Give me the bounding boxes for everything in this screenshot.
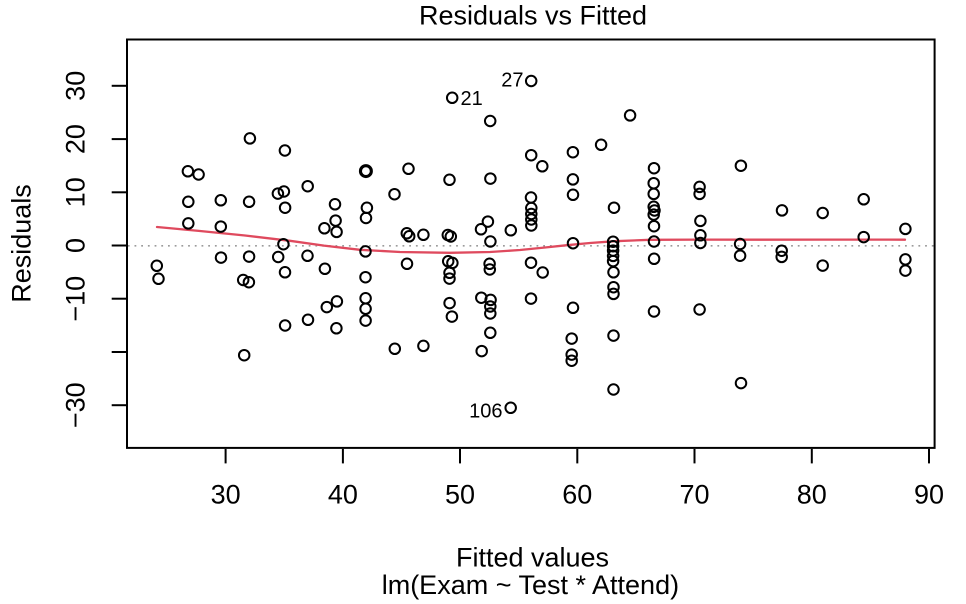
svg-text:21: 21 — [461, 88, 483, 110]
svg-text:30: 30 — [211, 480, 241, 510]
svg-text:Residuals: Residuals — [7, 184, 37, 303]
svg-text:50: 50 — [445, 480, 475, 510]
svg-text:20: 20 — [61, 124, 91, 154]
svg-text:70: 70 — [679, 480, 709, 510]
svg-text:lm(Exam ~ Test * Attend): lm(Exam ~ Test * Attend) — [382, 570, 679, 600]
svg-text:−30: −30 — [61, 382, 91, 428]
svg-text:10: 10 — [61, 177, 91, 207]
svg-text:27: 27 — [501, 70, 523, 92]
svg-text:0: 0 — [61, 238, 91, 253]
svg-text:60: 60 — [562, 480, 592, 510]
svg-text:40: 40 — [328, 480, 358, 510]
svg-text:Fitted values: Fitted values — [456, 542, 609, 572]
svg-text:90: 90 — [914, 480, 944, 510]
svg-text:80: 80 — [797, 480, 827, 510]
svg-text:30: 30 — [61, 71, 91, 101]
svg-text:106: 106 — [469, 401, 502, 423]
svg-text:Residuals vs Fitted: Residuals vs Fitted — [419, 1, 647, 31]
svg-text:−10: −10 — [61, 276, 91, 322]
